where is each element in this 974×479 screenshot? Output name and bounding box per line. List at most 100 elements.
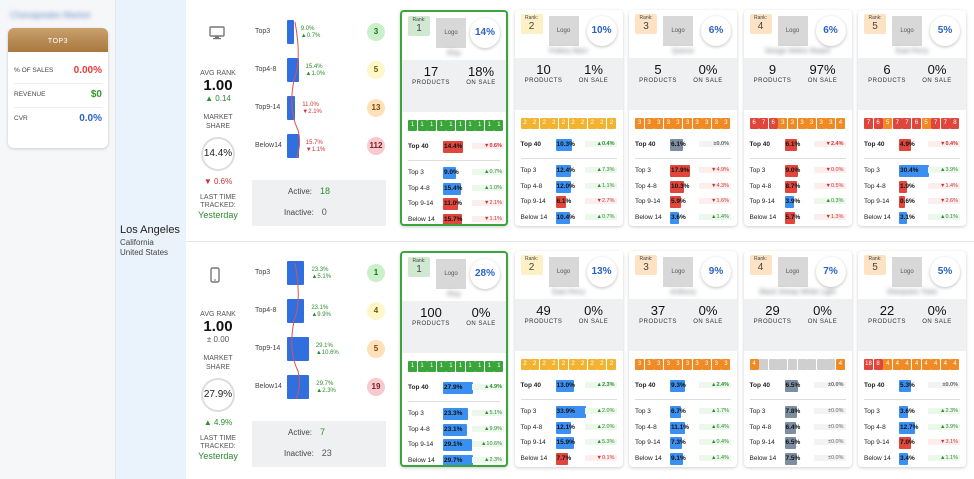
bucket-label: Below 14	[749, 454, 777, 462]
competitor-card[interactable]: Rank: 2 Logo 13% East Perry 49 0% PRODUCTS ON SA…	[514, 251, 623, 467]
divider	[520, 158, 617, 159]
rank-number: 1	[416, 23, 422, 34]
brand-name[interactable]: Design Within Reach	[764, 48, 831, 55]
bucket-value: 9.1%	[671, 454, 686, 462]
funnel-percent-value: 9.0%	[300, 26, 315, 32]
rank-history-square: 8	[873, 359, 883, 370]
rank-history-square	[768, 359, 778, 370]
brand-name[interactable]: Anthony	[670, 289, 696, 296]
bucket-delta: ±0.0%	[813, 439, 846, 445]
divider	[635, 158, 731, 159]
rank-bucket-row: Top 9-14 5.9% ▼1.6%	[635, 196, 731, 208]
rank-bucket-row: Top 4-8 6.4% ±0.0%	[750, 421, 846, 434]
bucket-value: 5.9%	[671, 198, 686, 205]
brand-logo: Logo	[436, 259, 466, 289]
rank-history-square: 2	[606, 359, 616, 370]
funnel-percent: 11.0% ▼2.1%	[302, 102, 322, 116]
bucket-value: 7.3%	[671, 439, 686, 446]
rank-history-square: 3	[635, 118, 644, 129]
active-inactive-box: Active: 7 Inactive: 23	[252, 421, 386, 467]
products-count: 17	[423, 64, 439, 79]
rank-number: 5	[872, 21, 878, 32]
bucket-label: Top 3	[749, 167, 766, 174]
rank-label: Rank:	[753, 15, 768, 21]
competitor-card[interactable]: Rank: 5 Logo 5% Sheepskin Town 22 0% PRODUCTS ON…	[858, 251, 966, 467]
rank-label: Rank:	[639, 15, 653, 21]
competitor-card[interactable]: Rank: 4 Logo 6% Design Within Reach 9 97% PRODU…	[743, 10, 852, 226]
top40-row: Top 40 5.3% ±0.0%	[864, 380, 960, 394]
bucket-bar	[555, 437, 575, 449]
competitor-card[interactable]: Rank: 1 Logo 14% Etsy 17 18% PRODUCTS ON SALE 1 1 1…	[400, 10, 508, 226]
rank-history-square: 3	[663, 359, 673, 370]
bucket-value: 6.5%	[785, 439, 801, 446]
rank-number: 3	[643, 262, 649, 273]
rank-history-square: 1	[456, 361, 465, 372]
rank-bucket-row: Below 14 7.7% ▼0.1%	[521, 452, 617, 465]
share-circle: 5%	[930, 16, 960, 46]
bucket-label: Top 9-14	[864, 198, 890, 205]
funnel-bar	[287, 134, 299, 158]
bucket-value: 3.6%	[671, 213, 686, 221]
rank-history-square: 1	[494, 361, 504, 372]
section-divider	[186, 241, 974, 242]
funnel-bar	[287, 96, 296, 120]
bucket-value: 12.1%	[556, 423, 575, 431]
bucket-delta: ▲5.3%	[584, 439, 617, 445]
bucket-delta: ▲9.9%	[472, 425, 504, 432]
bucket-value: 12.0%	[556, 182, 575, 190]
products-count: 6	[883, 62, 891, 77]
products-count: 5	[654, 62, 662, 77]
funnel-label: Top9-14	[255, 104, 281, 111]
bucket-value: 3.9%	[785, 198, 801, 205]
competitor-card[interactable]: Rank: 1 Logo 28% Etsy 100 0% PRODUCTS ON SALE 1 1 1…	[400, 251, 508, 467]
rank-history-square: 1	[465, 361, 475, 372]
funnel-percent-delta: ▼1.1%	[305, 147, 326, 153]
bucket-delta: ▲5.1%	[472, 410, 504, 416]
brand-name[interactable]: East Perry	[895, 48, 929, 55]
state-name: California	[120, 238, 154, 247]
bucket-delta: ▼4.3%	[699, 182, 731, 189]
competitor-card[interactable]: Rank: 3 Logo 6% Quince 5 0% PRODUCTS ON SALE 3 3 3 3…	[629, 10, 737, 226]
on-sale-percent: 0%	[813, 303, 832, 318]
funnel-percent: 23.3% ▲5.1%	[311, 267, 331, 281]
rank-history-square: 4	[921, 359, 931, 370]
top40-delta: ▼0.4%	[928, 141, 960, 147]
brand-name[interactable]: Quince	[671, 48, 695, 55]
brand-name[interactable]: Etsy	[447, 291, 461, 298]
location-column	[116, 0, 186, 479]
brand-name[interactable]: East Perry	[552, 289, 585, 296]
bucket-delta: ▲10.6%	[472, 441, 504, 447]
active-label: Active:	[288, 187, 313, 196]
competitor-card[interactable]: Rank: 2 Logo 10% Pottery Barn 10 1% PRODUCTS ON …	[514, 10, 623, 226]
top40-label: Top 40	[408, 143, 429, 150]
rank-badge: Rank: 2	[520, 14, 543, 34]
brand-name[interactable]: Pottery Barn	[549, 48, 588, 55]
competitor-card[interactable]: Rank: 5 Logo 5% East Perry 6 0% PRODUCTS ON SALE…	[858, 10, 966, 226]
funnel-trend-line	[291, 21, 301, 159]
top-merchant-name: Chesapeake Market	[10, 10, 91, 20]
brand-name[interactable]: Black Sheep White Light	[759, 289, 836, 296]
rank-history-square: 4	[931, 359, 941, 370]
competitor-card[interactable]: Rank: 4 Logo 7% Black Sheep White Light 29 0% P…	[743, 251, 852, 467]
avg-rank-label: AVG RANK	[200, 311, 236, 318]
on-sale-label: ON SALE	[693, 78, 723, 84]
brand-name[interactable]: Sheepskin Town	[886, 289, 938, 296]
rank-history-square: 3	[711, 359, 721, 370]
top40-label: Top 40	[864, 382, 885, 389]
bucket-value: 10.3%	[671, 182, 690, 190]
rank-history-square: 1	[417, 361, 427, 372]
rank-history-square	[826, 359, 836, 370]
rank-bucket-row: Top 9-14 29.1% ▲10.6%	[408, 439, 504, 451]
bucket-label: Top 3	[408, 410, 424, 417]
rank-history-square: 1	[436, 361, 446, 372]
brand-name[interactable]: Etsy	[447, 50, 461, 57]
top40-delta: ▼2.4%	[813, 141, 846, 147]
bucket-bar	[784, 452, 797, 465]
active-count: Active: 7	[288, 427, 325, 437]
mobile-icon	[209, 267, 227, 285]
competitor-card[interactable]: Rank: 3 Logo 9% Anthony 37 0% PRODUCTS ON SALE 3 3…	[629, 251, 737, 467]
avg-rank-delta: ± 0.00	[206, 335, 230, 344]
market-share-label: MARKET SHARE	[203, 355, 233, 371]
bucket-label: Top 3	[635, 408, 651, 415]
funnel-label: Below14	[255, 383, 282, 390]
